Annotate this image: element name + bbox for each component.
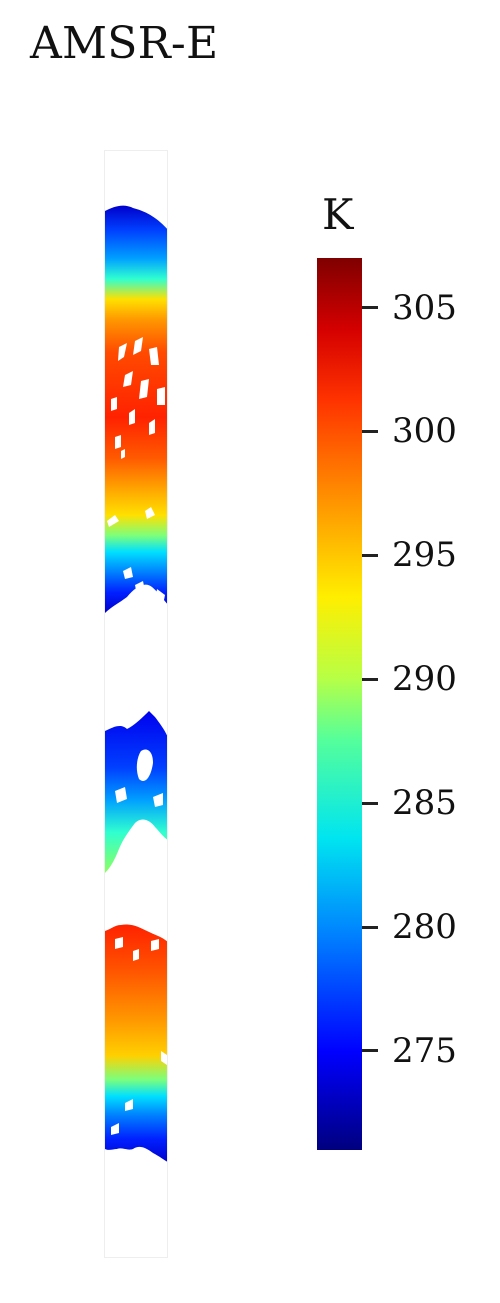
colorbar-tick-label-285: 285 [392,783,457,824]
swath-gaps-middle [115,749,163,807]
colorbar-tick-295 [362,553,378,557]
colorbar-tick-label-300: 300 [392,411,457,452]
colorbar-tick-305 [362,306,378,310]
colorbar-tick-300 [362,429,378,433]
figure-title: AMSR-E [30,18,219,69]
colorbar-tick-label-295: 295 [392,535,457,576]
swath-map [104,150,168,1258]
swath-segment-bottom [105,924,167,1162]
swath-segment-middle [105,711,167,873]
swath-gaps-bottom [111,937,167,1135]
swath-map-svg [105,205,167,1162]
colorbar-label: K [322,190,354,239]
colorbar-tick-275 [362,1049,378,1053]
colorbar-tick-285 [362,801,378,805]
colorbar-tick-label-305: 305 [392,287,457,328]
colorbar-tick-label-280: 280 [392,907,457,947]
colorbar-tick-290 [362,677,378,681]
colorbar [317,258,362,1150]
colorbar-tick-label-275: 275 [392,1030,457,1071]
colorbar-tick-label-290: 290 [392,659,457,700]
swath-gaps-top [107,337,165,605]
colorbar-tick-280 [362,925,378,929]
